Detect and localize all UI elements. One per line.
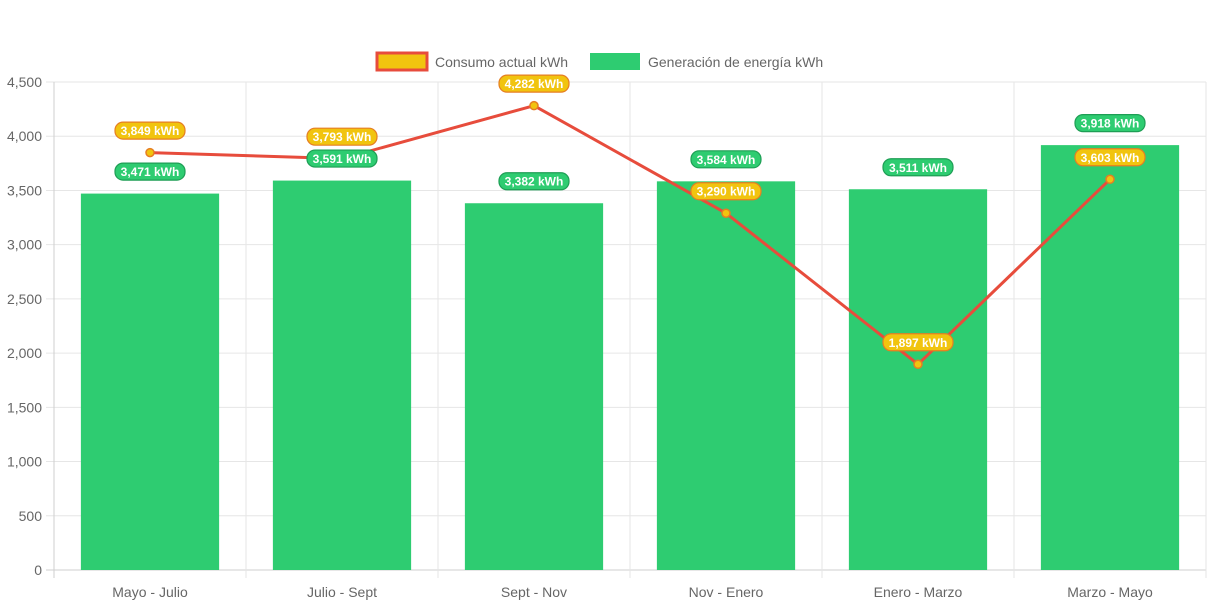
legend-swatch-consumo[interactable] — [375, 51, 429, 72]
x-tick-label: Sept - Nov — [501, 584, 567, 600]
bar-generacion — [848, 189, 988, 570]
bar-generacion — [1040, 145, 1180, 570]
line-value-label: 3,290 kWh — [697, 185, 756, 199]
bar-value-label-bg — [114, 162, 186, 181]
y-tick-label: 500 — [19, 508, 43, 524]
bar-value-label: 3,471 kWh — [121, 165, 180, 179]
line-value-label: 3,849 kWh — [121, 124, 180, 138]
y-tick-label: 3,000 — [7, 237, 42, 253]
y-tick-label: 0 — [34, 562, 42, 578]
y-tick-label: 2,000 — [7, 345, 42, 361]
bar-generacion — [656, 181, 796, 570]
point-consumo — [721, 208, 731, 218]
line-value-label-bg — [1074, 148, 1146, 167]
line-value-label-bg — [690, 182, 762, 201]
bar-value-label-bg — [690, 150, 762, 169]
line-value-label: 3,603 kWh — [1081, 151, 1140, 165]
bar-generacion — [464, 203, 604, 570]
bar-value-label-bg — [306, 149, 378, 168]
y-tick-label: 2,500 — [7, 291, 42, 307]
legend-label-generacion[interactable]: Generación de energía kWh — [648, 54, 823, 70]
bars — [80, 145, 1180, 571]
y-tick-label: 3,500 — [7, 182, 42, 198]
x-tick-label: Enero - Marzo — [874, 584, 963, 600]
legend-swatch-generacion[interactable] — [590, 53, 640, 70]
line-value-label-bg — [882, 333, 954, 352]
line-value-label-bg — [306, 127, 378, 146]
x-tick-label: Nov - Enero — [689, 584, 764, 600]
x-tick-label: Mayo - Julio — [112, 584, 188, 600]
x-tick-label: Julio - Sept — [307, 584, 377, 600]
bar-value-label-bg — [1074, 114, 1146, 133]
line-value-label-bg — [498, 74, 570, 93]
point-consumo — [529, 100, 539, 111]
data-labels: 3,471 kWh 3,591 kWh 3,382 kWh 3,584 kWh 3,51… — [114, 74, 1146, 352]
legend[interactable]: Consumo actual kWh Generación de energía… — [375, 51, 823, 72]
x-tick-label: Marzo - Mayo — [1067, 584, 1153, 600]
point-consumo — [145, 147, 155, 158]
grid — [46, 81, 1207, 578]
bar-generacion — [80, 193, 220, 570]
bar-value-label: 3,591 kWh — [313, 152, 372, 166]
bar-value-label: 3,584 kWh — [697, 153, 756, 167]
axes: 0 500 1,000 1,500 2,000 2,500 3,000 3,500 4,000 4… — [7, 74, 1153, 600]
line-value-label: 4,282 kWh — [505, 77, 564, 91]
line-value-label: 3,793 kWh — [313, 130, 372, 144]
point-consumo — [1105, 174, 1115, 185]
bar-value-label: 3,918 kWh — [1081, 117, 1140, 131]
bar-value-label-bg — [882, 158, 954, 177]
y-tick-label: 1,500 — [7, 399, 42, 415]
line-value-label: 1,897 kWh — [889, 336, 948, 350]
bar-value-label-bg — [498, 172, 570, 191]
bar-value-label: 3,511 kWh — [889, 161, 947, 175]
bar-generacion — [272, 180, 412, 571]
y-tick-label: 1,000 — [7, 454, 42, 470]
point-consumo — [913, 359, 923, 370]
bar-value-label: 3,382 kWh — [505, 175, 564, 189]
legend-label-consumo[interactable]: Consumo actual kWh — [435, 54, 568, 70]
y-tick-label: 4,500 — [7, 74, 42, 90]
line-value-label-bg — [114, 121, 186, 140]
y-tick-label: 4,000 — [7, 128, 42, 144]
